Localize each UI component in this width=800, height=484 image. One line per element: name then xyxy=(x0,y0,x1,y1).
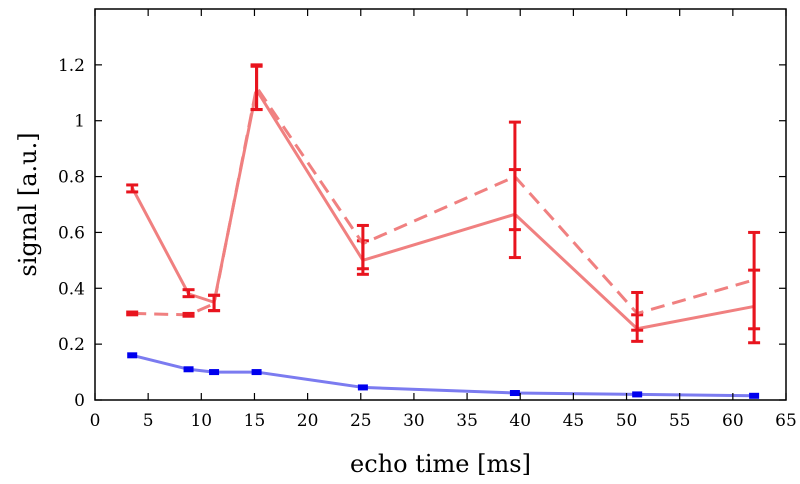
error-bar xyxy=(182,288,195,299)
x-tick-label: 10 xyxy=(190,411,212,431)
x-tick-label: 15 xyxy=(244,411,266,431)
axis-layer: 0 5 10 15 20 25 30 35 40 45 50 55 60 65 0 0.2 0.4 0.6 0.8 1… xyxy=(58,9,797,431)
series-3 xyxy=(127,352,760,399)
x-tick-label: 55 xyxy=(669,411,691,431)
data-point-marker xyxy=(251,369,262,376)
error-bar xyxy=(126,310,139,317)
y-tick-label: 0.4 xyxy=(58,279,85,299)
error-bar xyxy=(182,311,195,318)
y-tick-label: 0.8 xyxy=(58,168,85,188)
x-tick-label: 20 xyxy=(297,411,319,431)
data-point-marker xyxy=(509,390,520,397)
error-bar xyxy=(356,223,369,271)
error-bar xyxy=(126,183,139,194)
plot-frame xyxy=(94,8,787,401)
data-point-marker xyxy=(632,391,643,398)
data-point-marker xyxy=(183,366,194,373)
error-bar xyxy=(748,230,761,331)
x-tick-label: 60 xyxy=(722,411,744,431)
x-tick-label: 5 xyxy=(143,411,154,431)
data-point-marker xyxy=(209,369,220,376)
y-tick-label: 1 xyxy=(74,112,85,132)
x-tick-label: 50 xyxy=(616,411,638,431)
x-tick-label: 25 xyxy=(350,411,372,431)
x-tick-label: 35 xyxy=(456,411,478,431)
data-point-marker xyxy=(749,392,760,399)
data-point-marker xyxy=(357,384,368,391)
x-tick-label: 40 xyxy=(509,411,531,431)
data-point-marker xyxy=(127,352,138,359)
error-bar xyxy=(508,120,521,232)
x-tick-label: 65 xyxy=(775,411,797,431)
y-tick-label: 0 xyxy=(74,391,85,411)
x-tick-label: 0 xyxy=(90,411,101,431)
x-tick-label: 45 xyxy=(563,411,585,431)
error-bar xyxy=(250,63,263,112)
error-bar xyxy=(208,293,221,313)
y-tick-label: 1.2 xyxy=(58,56,85,76)
x-tick-label: 30 xyxy=(403,411,425,431)
y-axis-title: signal [a.u.] xyxy=(14,132,42,276)
x-axis-title: echo time [ms] xyxy=(350,450,531,478)
y-tick-label: 0.2 xyxy=(58,335,85,355)
series-2-line xyxy=(132,85,755,317)
data-layer xyxy=(126,63,761,399)
y-tick-label: 0.6 xyxy=(58,223,85,243)
error-bar xyxy=(631,290,644,332)
series-2 xyxy=(126,63,761,332)
